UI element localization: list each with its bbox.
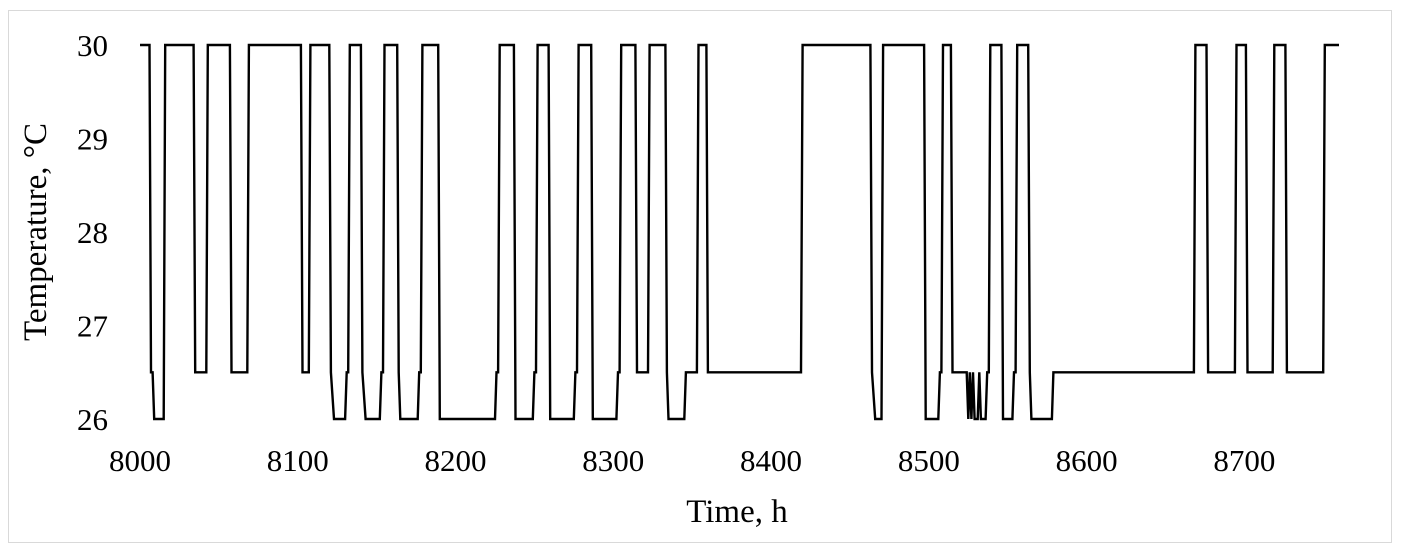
- y-tick-label: 28: [77, 215, 108, 250]
- y-tick-label: 30: [77, 28, 108, 63]
- temperature-series-line: [140, 43, 1339, 421]
- x-tick-label: 8200: [425, 443, 487, 478]
- x-tick-label: 8000: [109, 443, 171, 478]
- y-axis-ticks: 26 27 28 29 30: [77, 28, 108, 437]
- x-tick-label: 8700: [1213, 443, 1275, 478]
- y-tick-label: 26: [77, 402, 108, 437]
- x-axis-label: Time, h: [686, 494, 788, 530]
- x-tick-label: 8100: [267, 443, 329, 478]
- x-tick-label: 8300: [582, 443, 644, 478]
- y-axis-label: Temperature, °C: [18, 123, 54, 341]
- chart-frame: [8, 10, 1392, 543]
- y-tick-label: 29: [77, 122, 108, 157]
- x-tick-label: 8500: [898, 443, 960, 478]
- x-tick-label: 8400: [740, 443, 802, 478]
- x-tick-label: 8600: [1056, 443, 1118, 478]
- x-axis-ticks: 8000 8100 8200 8300 8400 8500 8600 8700: [109, 443, 1275, 478]
- y-tick-label: 27: [77, 309, 108, 344]
